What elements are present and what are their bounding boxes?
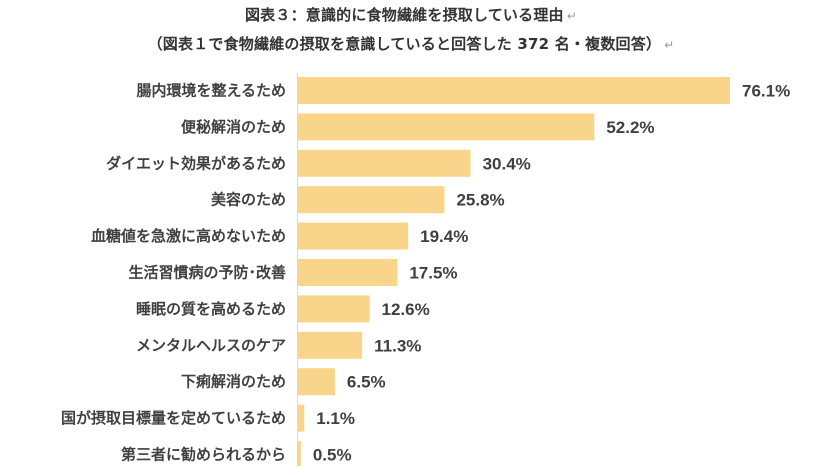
data-label: 19.4% [420,227,468,246]
category-tick-label: 生活習慣病の予防･改善 [128,264,286,282]
data-label: 25.8% [456,191,504,210]
bar [298,77,730,104]
category-tick-label: 第三者に勧められるから [121,446,286,464]
bar [298,186,445,214]
bar [298,404,305,432]
category-tick-label: 血糖値を急激に高めないため [91,227,286,245]
bar [298,441,301,466]
chart-title: 図表３：意識的に食物繊維を摂取している理由 ↵ [0,4,822,25]
category-tick-label: 便秘解消のため [181,118,286,136]
category-tick-label: メンタルヘルスのケア [136,336,286,354]
category-tick-label: 美容のため [211,191,286,209]
data-label: 0.5% [313,446,352,465]
chart-subtitle-text: （図表１で食物繊維の摂取を意識していると回答した 372 名・複数回答） [147,35,662,53]
bar [298,259,398,286]
bar [298,113,595,141]
bar [298,295,370,323]
chart-subtitle: （図表１で食物繊維の摂取を意識していると回答した 372 名・複数回答） ↵ [0,33,822,54]
data-label: 12.6% [382,300,430,319]
return-mark-icon: ↵ [664,38,675,52]
data-label: 6.5% [347,373,386,392]
bar [298,149,471,177]
category-tick-label: 国が摂取目標量を定めているため [61,409,286,427]
return-mark-icon: ↵ [566,9,578,23]
chart-title-text: 図表３：意識的に食物繊維を摂取している理由 [244,6,564,24]
data-label: 76.1% [742,82,790,101]
data-label: 17.5% [409,264,457,283]
bar [298,222,409,250]
category-tick-label: 睡眠の質を高めるため [136,300,286,318]
data-label: 30.4% [483,154,531,173]
category-tick-label: ダイエット効果があるため [106,154,286,172]
category-tick-label: 腸内環境を整えるため [136,82,286,100]
bar [298,368,335,396]
bar [298,331,363,359]
data-label: 52.2% [606,118,654,137]
data-label: 11.3% [374,336,421,355]
data-label: 1.1% [316,409,355,428]
category-tick-label: 下痢解消のため [181,373,286,391]
